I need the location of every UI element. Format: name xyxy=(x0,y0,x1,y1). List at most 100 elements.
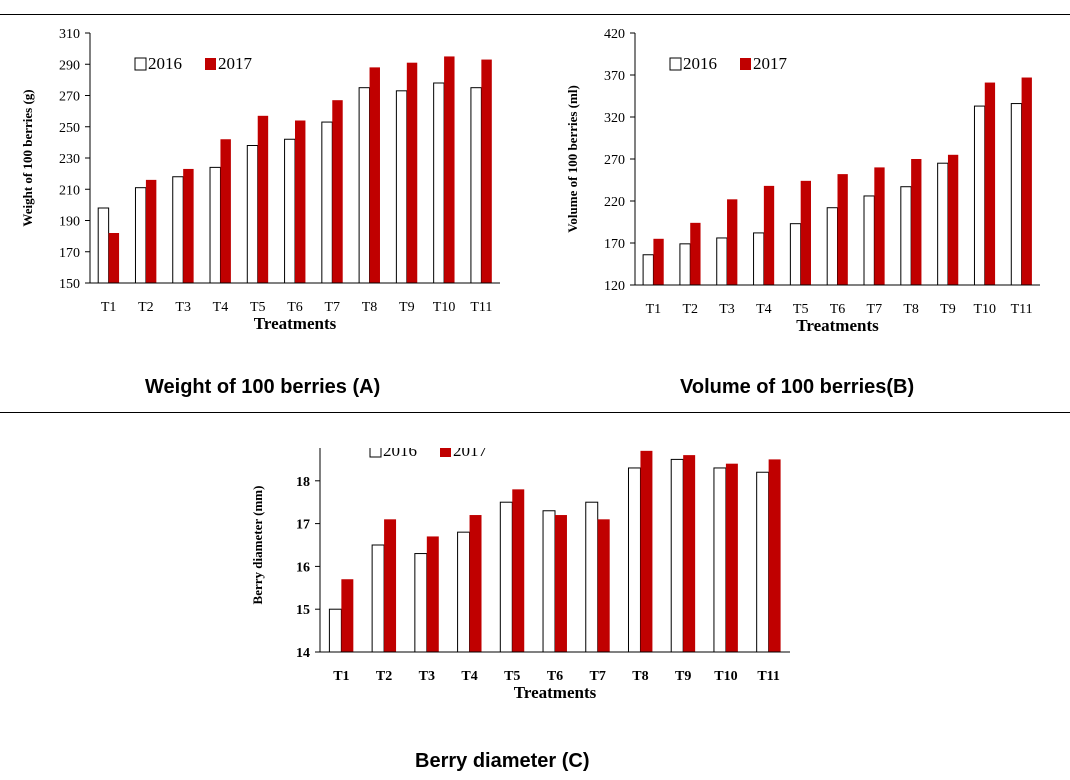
x-tick-label: T5 xyxy=(504,669,520,684)
bar-2017-T1 xyxy=(108,233,120,283)
x-tick-label: T1 xyxy=(646,302,662,317)
y-axis-label: Volume of 100 berries (ml) xyxy=(565,85,580,233)
y-tick-label: 250 xyxy=(59,121,80,136)
y-tick-label: 370 xyxy=(604,69,625,84)
bar-2017-T8 xyxy=(369,67,380,283)
legend-label-2017: 2017 xyxy=(753,54,788,73)
y-tick-label: 18 xyxy=(296,475,310,490)
chart-c: T1T2T3T4T5T6T7T8T9T10T11141516171819Trea… xyxy=(250,432,790,702)
bar-2017-T9 xyxy=(947,154,959,285)
bar-2017-T2 xyxy=(145,179,157,283)
bar-2016-T5 xyxy=(499,501,513,653)
x-tick-label: T1 xyxy=(101,300,117,315)
bar-2017-T11 xyxy=(768,459,781,652)
bar-2016-T1 xyxy=(328,608,342,653)
x-tick-label: T6 xyxy=(547,669,563,684)
x-tick-label: T9 xyxy=(940,302,956,317)
bar-2016-T11 xyxy=(756,471,770,653)
bar-2017-T9 xyxy=(683,455,696,652)
bar-2017-T7 xyxy=(874,167,885,285)
bar-2017-T11 xyxy=(1021,77,1032,285)
bar-2016-T6 xyxy=(284,138,296,284)
y-axis-label: Weight of 100 berries (g) xyxy=(20,89,35,226)
bar-2016-T1 xyxy=(97,207,110,284)
bar-2016-T8 xyxy=(900,186,912,286)
legend-label-2016: 2016 xyxy=(683,54,717,73)
x-tick-label: T4 xyxy=(756,302,772,317)
x-tick-label: T5 xyxy=(250,300,266,315)
bar-2016-T6 xyxy=(542,510,556,653)
y-tick-label: 17 xyxy=(296,518,310,533)
y-tick-label: 210 xyxy=(59,183,80,198)
bar-2017-T11 xyxy=(481,59,492,283)
bar-2017-T2 xyxy=(690,222,701,285)
x-tick-label: T1 xyxy=(333,669,349,684)
y-tick-label: 270 xyxy=(59,90,80,105)
y-axis-label: Berry diameter (mm) xyxy=(250,486,265,605)
bar-2017-T1 xyxy=(653,238,664,285)
bar-2017-T2 xyxy=(384,519,397,652)
bar-2017-T10 xyxy=(444,56,455,283)
legend-swatch-2016 xyxy=(134,57,147,71)
bar-2017-T4 xyxy=(763,185,775,285)
x-tick-label: T7 xyxy=(867,302,883,317)
x-tick-label: T3 xyxy=(419,669,435,684)
x-tick-label: T8 xyxy=(362,300,378,315)
bar-2017-T5 xyxy=(257,115,269,283)
x-tick-label: T9 xyxy=(399,300,415,315)
bar-2017-T8 xyxy=(911,159,922,285)
legend-swatch-2017 xyxy=(440,445,451,457)
bar-2017-T9 xyxy=(406,62,418,283)
bar-2017-T4 xyxy=(469,515,482,652)
legend-label-2016: 2016 xyxy=(383,448,417,460)
bar-2016-T2 xyxy=(679,243,691,286)
bar-2016-T2 xyxy=(371,544,385,653)
legend-swatch-2017 xyxy=(205,58,216,70)
chart-panel-c: T1T2T3T4T5T6T7T8T9T10T11141516171819Trea… xyxy=(240,432,800,728)
bar-2016-T7 xyxy=(321,121,333,284)
x-tick-label: T3 xyxy=(175,300,191,315)
y-tick-label: 230 xyxy=(59,152,80,167)
bar-2016-T5 xyxy=(246,145,259,284)
x-tick-label: T10 xyxy=(973,302,996,317)
y-tick-label: 290 xyxy=(59,58,80,73)
legend-swatch-2016 xyxy=(369,444,382,458)
y-tick-label: 420 xyxy=(604,27,625,42)
x-tick-label: T2 xyxy=(376,669,392,684)
bar-2017-T6 xyxy=(295,120,306,283)
bar-2016-T4 xyxy=(753,232,765,286)
bar-2017-T8 xyxy=(640,450,653,652)
chart-panel-b: T1 T2 T3 T4 T5 T6 T7 T8 T9 T10 T11 120 170 220 270 320 3… xyxy=(535,18,1070,358)
bar-2017-T7 xyxy=(332,100,343,283)
x-tick-label: T5 xyxy=(793,302,809,317)
y-tick-label: 150 xyxy=(59,277,80,292)
x-tick-label: T7 xyxy=(590,669,606,684)
bar-2017-T5 xyxy=(800,180,811,285)
bar-2016-T5 xyxy=(789,223,802,286)
bar-2016-T11 xyxy=(1010,103,1023,286)
y-tick-label: 16 xyxy=(296,560,310,575)
bar-2016-T4 xyxy=(457,531,471,653)
x-tick-label: T11 xyxy=(757,669,780,684)
bar-2016-T9 xyxy=(937,162,949,286)
legend-swatch-2017 xyxy=(740,58,751,70)
bar-2017-T7 xyxy=(597,519,610,652)
x-tick-label: T11 xyxy=(470,300,492,315)
top-divider xyxy=(0,14,1070,15)
chart-b: T1 T2 T3 T4 T5 T6 T7 T8 T9 T10 T11 120 170 220 270 320 3… xyxy=(565,27,1040,335)
x-tick-label: T6 xyxy=(830,302,846,317)
x-tick-label: T6 xyxy=(287,300,303,315)
bar-2016-T7 xyxy=(585,501,599,653)
bar-2016-T9 xyxy=(670,458,684,653)
y-tick-label: 220 xyxy=(604,195,625,210)
x-tick-label: T11 xyxy=(1011,302,1033,317)
legend-swatch-2016 xyxy=(669,57,682,71)
bar-2016-T8 xyxy=(627,467,641,653)
x-tick-label: T3 xyxy=(719,302,735,317)
bar-2017-T10 xyxy=(725,463,738,652)
bar-2016-T3 xyxy=(414,553,428,653)
bar-2016-T10 xyxy=(973,105,986,286)
x-tick-label: T7 xyxy=(324,300,340,315)
y-tick-label: 170 xyxy=(604,237,625,252)
y-tick-label: 120 xyxy=(604,279,625,294)
